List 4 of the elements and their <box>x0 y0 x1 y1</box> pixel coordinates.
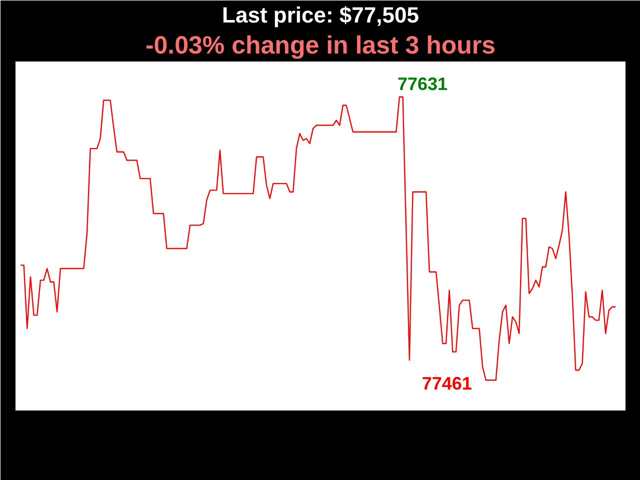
chart-title: Last price: $77,505 <box>222 2 419 28</box>
data-label: 77461 <box>422 374 472 394</box>
data-label: 77631 <box>397 74 448 94</box>
chart-subtitle: -0.03% change in last 3 hours <box>145 32 496 60</box>
